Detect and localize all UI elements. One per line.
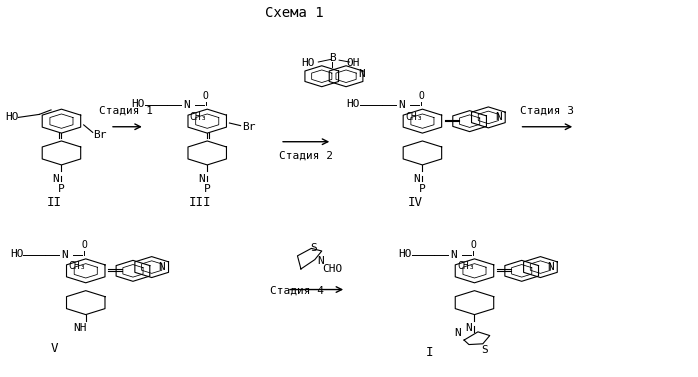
Text: N: N — [52, 173, 59, 184]
Text: P: P — [204, 184, 211, 194]
Text: N: N — [358, 69, 364, 80]
Text: Стадия 3: Стадия 3 — [521, 106, 574, 115]
Text: V: V — [51, 342, 58, 355]
Text: NH: NH — [73, 323, 87, 333]
Text: N: N — [61, 250, 68, 260]
Text: S: S — [482, 345, 489, 354]
Text: P: P — [58, 184, 65, 194]
Text: N: N — [450, 250, 457, 260]
Text: Br: Br — [242, 122, 255, 132]
Text: CH₃: CH₃ — [190, 112, 207, 122]
Text: Схема 1: Схема 1 — [265, 6, 323, 20]
Text: N: N — [454, 328, 461, 338]
Text: HO: HO — [302, 58, 315, 68]
Text: O: O — [470, 240, 476, 250]
Text: III: III — [189, 196, 211, 209]
Text: I: I — [426, 346, 433, 359]
Text: OH: OH — [346, 58, 359, 68]
Text: N: N — [198, 173, 205, 184]
Text: CH₃: CH₃ — [405, 112, 423, 122]
Text: HO: HO — [10, 249, 23, 259]
Text: CH₃: CH₃ — [68, 262, 86, 271]
Text: S: S — [310, 244, 317, 253]
Text: Стадия 2: Стадия 2 — [279, 151, 333, 161]
Text: HO: HO — [131, 99, 144, 109]
Text: N: N — [398, 100, 405, 110]
Text: N: N — [466, 323, 473, 333]
Text: P: P — [419, 184, 426, 194]
Text: O: O — [418, 90, 424, 101]
Text: N: N — [547, 262, 554, 272]
Text: CH₃: CH₃ — [457, 262, 475, 271]
Text: O: O — [203, 90, 209, 101]
Text: CHO: CHO — [322, 264, 342, 274]
Text: N: N — [496, 112, 502, 123]
Text: O: O — [82, 240, 87, 250]
Text: HO: HO — [346, 99, 360, 109]
Text: N: N — [158, 262, 165, 272]
Text: HO: HO — [399, 249, 412, 259]
Text: Стадия 1: Стадия 1 — [99, 106, 153, 115]
Text: N: N — [413, 173, 420, 184]
Text: Стадия 4: Стадия 4 — [270, 286, 325, 296]
Text: II: II — [47, 196, 62, 209]
Text: N: N — [317, 256, 324, 267]
Text: IV: IV — [408, 196, 423, 209]
Text: N: N — [183, 100, 190, 110]
Text: B: B — [329, 53, 336, 63]
Text: Br: Br — [93, 130, 106, 140]
Text: HO: HO — [5, 112, 18, 123]
